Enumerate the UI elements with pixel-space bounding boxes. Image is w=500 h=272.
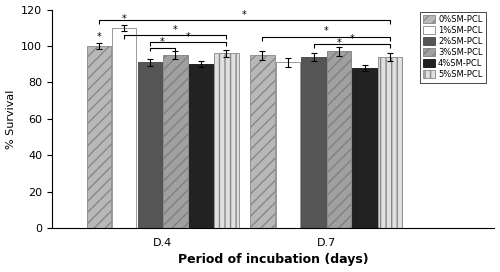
Y-axis label: % Survival: % Survival <box>6 89 16 149</box>
Text: *: * <box>173 24 178 35</box>
Bar <box>352 68 377 228</box>
Bar <box>378 57 402 228</box>
Bar <box>188 64 213 228</box>
Text: *: * <box>160 37 165 47</box>
Text: *: * <box>336 38 342 48</box>
Bar <box>214 53 238 228</box>
Legend: 0%SM-PCL, 1%SM-PCL, 2%SM-PCL, 3%SM-PCL, 4%SM-PCL, 5%SM-PCL: 0%SM-PCL, 1%SM-PCL, 2%SM-PCL, 3%SM-PCL, … <box>420 11 486 83</box>
Bar <box>112 28 136 228</box>
Text: *: * <box>96 32 101 42</box>
X-axis label: Period of incubation (days): Period of incubation (days) <box>178 254 368 267</box>
Bar <box>138 62 162 228</box>
Text: *: * <box>350 34 354 44</box>
Text: *: * <box>242 10 247 20</box>
Text: *: * <box>122 14 126 24</box>
Bar <box>327 51 351 228</box>
Bar <box>86 46 111 228</box>
Bar <box>276 62 300 228</box>
Text: *: * <box>186 32 190 42</box>
Bar <box>250 55 274 228</box>
Bar <box>302 57 326 228</box>
Text: *: * <box>324 26 328 36</box>
Bar <box>163 55 188 228</box>
